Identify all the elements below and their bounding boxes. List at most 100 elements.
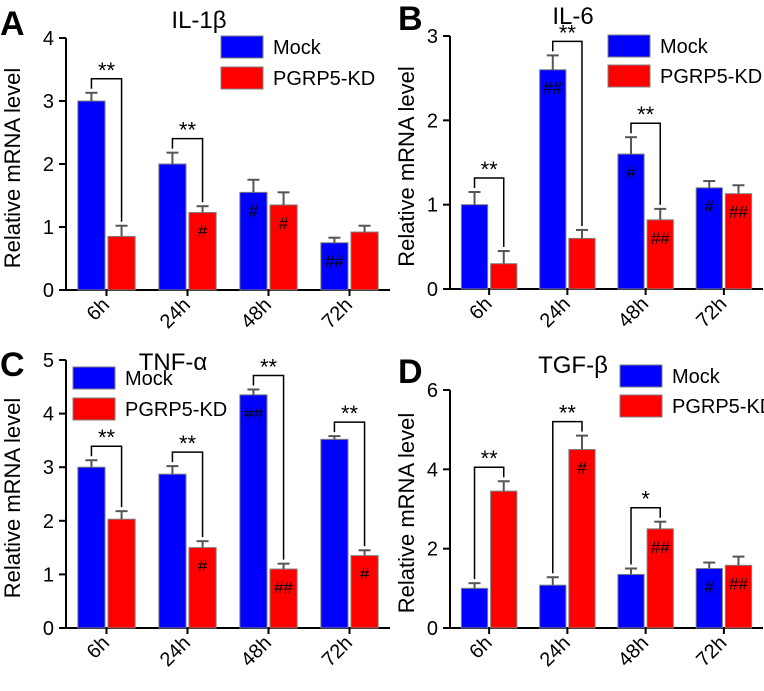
bar-pgrp5-kd-72h (724, 193, 753, 290)
y-tick-label: 1 (43, 564, 54, 586)
significance-label: ** (559, 20, 577, 45)
significance-label: ** (179, 431, 197, 456)
significance-mark: # (705, 197, 715, 216)
significance-bracket (630, 506, 661, 565)
y-tick-label: 3 (43, 457, 54, 479)
y-tick-label: 5 (43, 350, 54, 372)
x-tick-label: 6h (83, 294, 114, 325)
legend-swatch (607, 64, 651, 88)
legend-swatch (619, 364, 663, 388)
x-tick-label: 24h (536, 293, 575, 332)
significance-bracket (552, 420, 583, 574)
y-tick-label: 0 (427, 279, 438, 301)
bar-pgrp5-kd-72h (350, 231, 379, 291)
bar-mock-6h (77, 466, 106, 629)
legend-label: PGRP5-KD (273, 68, 375, 90)
significance-mark: ## (325, 252, 344, 271)
y-tick-label: 0 (43, 280, 54, 302)
bar-mock-72h (320, 242, 349, 291)
x-tick-label: 72h (692, 632, 731, 671)
bar-pgrp5-kd-48h (646, 219, 674, 290)
significance-label: ** (98, 425, 116, 450)
y-tick-label: 0 (43, 618, 54, 640)
legend: Mock PGRP5-KD (619, 364, 764, 418)
bar-pgrp5-kd-24h (568, 237, 596, 290)
significance-bracket (333, 421, 366, 547)
bar-pgrp5-kd-48h (269, 204, 298, 291)
bar-mock-72h (320, 438, 349, 629)
legend-swatch (72, 397, 116, 421)
y-tick-label: 4 (43, 28, 54, 50)
x-tick-label: 24h (156, 632, 195, 671)
significance-bracket (90, 445, 123, 508)
significance-bracket (252, 374, 285, 560)
legend: Mock PGRP5-KD (607, 34, 762, 88)
bar-pgrp5-kd-72h (724, 564, 753, 629)
significance-mark: # (705, 578, 715, 597)
y-tick-label: 6 (427, 380, 438, 402)
panel-letter: D (398, 353, 423, 391)
significance-bracket (473, 177, 505, 248)
x-tick-label: 72h (318, 632, 357, 671)
panel-letter: B (398, 0, 423, 38)
bar-mock-72h (695, 187, 723, 290)
bar-pgrp5-kd-24h (188, 547, 217, 629)
x-tick-label: 6h (465, 632, 496, 663)
legend-swatch (220, 66, 264, 90)
y-tick-label: 2 (427, 110, 438, 132)
bar-pgrp5-kd-48h (269, 568, 298, 629)
bar-mock-48h (239, 394, 268, 629)
bar-pgrp5-kd-24h (188, 212, 217, 291)
significance-mark: # (279, 214, 289, 233)
y-tick-label: 1 (43, 217, 54, 239)
x-tick-label: 48h (237, 294, 276, 333)
significance-bracket (473, 466, 505, 580)
panel-letter: A (0, 5, 25, 43)
significance-mark: ## (274, 578, 293, 597)
legend-swatch (619, 394, 663, 418)
significance-mark: ## (729, 574, 748, 593)
significance-bracket (552, 40, 583, 226)
legend-swatch (220, 35, 264, 59)
bar-mock-24h (158, 473, 187, 629)
x-tick-label: 6h (465, 293, 496, 324)
significance-mark: ## (651, 229, 670, 248)
legend: Mock PGRP5-KD (220, 35, 375, 90)
panel-c: C TNF-α Relative mRNA level 0 1 2 3 4 5 6h 24h #48h… (0, 346, 390, 671)
legend-label: PGRP5-KD (660, 66, 762, 88)
y-tick-label: 2 (43, 154, 54, 176)
significance-mark: # (249, 201, 259, 220)
bar-mock-6h (460, 587, 489, 629)
bar-pgrp5-kd-72h (350, 555, 379, 629)
significance-label: * (641, 487, 650, 512)
y-axis-label: Relative mRNA level (394, 66, 419, 267)
y-axis-label: Relative mRNA level (394, 413, 419, 614)
y-tick-label: 0 (427, 618, 438, 640)
y-tick-label: 3 (43, 91, 54, 113)
bar-pgrp5-kd-6h (107, 518, 136, 629)
panel-letter: C (0, 346, 25, 384)
significance-bracket (171, 137, 204, 203)
y-tick-label: 1 (427, 195, 438, 217)
chart-title: IL-6 (552, 3, 593, 30)
chart-title: IL-1β (171, 7, 226, 34)
y-tick-label: 3 (427, 26, 438, 48)
significance-mark: # (360, 565, 370, 584)
chart-title: TGF-β (538, 352, 608, 379)
bar-mock-24h (539, 584, 567, 629)
x-tick-label: 48h (237, 632, 276, 671)
y-axis-label: Relative mRNA level (0, 398, 25, 599)
legend-swatch (72, 366, 116, 390)
significance-bracket (630, 122, 661, 205)
significance-mark: ## (651, 538, 670, 557)
x-tick-label: 48h (614, 293, 653, 332)
significance-label: ** (559, 401, 577, 426)
legend-label: PGRP5-KD (672, 396, 764, 418)
significance-label: ** (260, 354, 278, 379)
chart-title: TNF-α (139, 349, 208, 376)
significance-mark: # (577, 459, 587, 478)
significance-label: ** (179, 118, 197, 143)
bar-mock-6h (77, 100, 106, 291)
